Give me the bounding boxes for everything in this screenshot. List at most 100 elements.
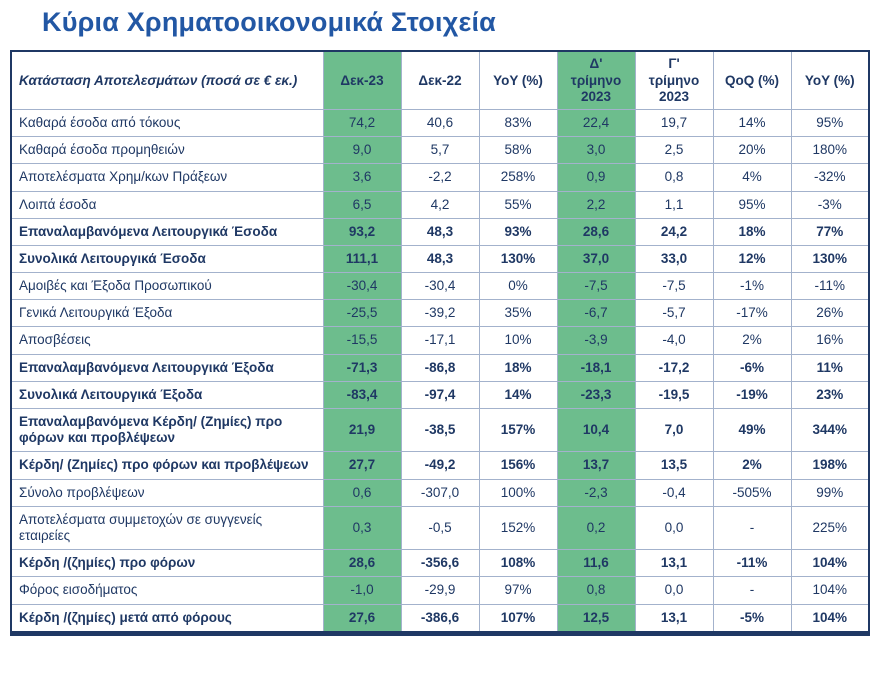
cell-q4-2023: -7,5 [556,272,636,301]
cell-yoy-quarter: 99% [790,478,870,507]
header-qoq: QoQ (%) [712,50,792,110]
table-row: Σύνολο προβλέψεων 0,6 -307,0 100% -2,3 -0,4 -5… [10,478,870,507]
cell-qoq: 2% [712,326,792,355]
cell-dec-22: -0,5 [400,505,480,551]
cell-qoq: -5% [712,603,792,634]
cell-q3-2023: -4,0 [634,326,714,355]
row-label: Καθαρά έσοδα από τόκους [10,108,324,138]
cell-q4-2023: 2,2 [556,190,636,219]
table-row: Αποσβέσεις -15,5 -17,1 10% -3,9 -4,0 2% 16% [10,326,870,355]
header-dec-23: Δεκ-23 [322,50,402,110]
cell-dec-23: -30,4 [322,272,402,301]
cell-dec-22: -97,4 [400,380,480,410]
cell-dec-23: -25,5 [322,299,402,328]
cell-yoy-annual: 35% [478,299,558,328]
cell-q3-2023: 33,0 [634,244,714,274]
row-label: Επαναλαμβανόμενα Λειτουργικά Έσοδα [10,217,324,246]
table-row: Καθαρά έσοδα προμηθειών 9,0 5,7 58% 3,0 2,5 20… [10,136,870,165]
cell-dec-23: 6,5 [322,190,402,219]
cell-yoy-annual: 10% [478,326,558,355]
cell-yoy-annual: 58% [478,136,558,165]
cell-qoq: -17% [712,299,792,328]
cell-dec-22: -29,9 [400,576,480,605]
cell-q3-2023: -5,7 [634,299,714,328]
row-label: Αποσβέσεις [10,326,324,355]
row-label: Συνολικά Λειτουργικά Έξοδα [10,380,324,410]
table-row: Επαναλαμβανόμενα Λειτουργικά Έξοδα -71,3-… [10,353,870,382]
cell-qoq: - [712,505,792,551]
table-header: Κατάσταση Αποτελεσμάτων (ποσά σε € εκ.) Δ… [10,50,870,110]
cell-dec-23: -1,0 [322,576,402,605]
cell-yoy-annual: 93% [478,217,558,246]
cell-q3-2023: -19,5 [634,380,714,410]
table-row: Συνολικά Λειτουργικά Έξοδα -83,4 -97,4 14% -… [10,380,870,410]
cell-dec-23: 93,2 [322,217,402,246]
cell-qoq: -1% [712,272,792,301]
cell-q4-2023: 0,2 [556,505,636,551]
cell-dec-23: 9,0 [322,136,402,165]
row-label: Σύνολο προβλέψεων [10,478,324,507]
cell-q4-2023: 11,6 [556,549,636,578]
cell-dec-23: 111,1 [322,244,402,274]
page: Κύρια Χρηματοοικονομικά Στοιχεία Κατάστα… [10,7,870,636]
cell-dec-22: 48,3 [400,244,480,274]
row-label: Κέρδη /(ζημίες) προ φόρων [10,549,324,578]
cell-qoq: -11% [712,549,792,578]
row-label: Γενικά Λειτουργικά Έξοδα [10,299,324,328]
cell-yoy-annual: 157% [478,408,558,453]
table-row: Φόρος εισοδήματος -1,0 -29,9 97% 0,8 0,0-104% [10,576,870,605]
cell-qoq: -505% [712,478,792,507]
cell-q3-2023: 2,5 [634,136,714,165]
cell-q4-2023: -23,3 [556,380,636,410]
header-yoy-quarter: YoY (%) [790,50,870,110]
cell-dec-22: -307,0 [400,478,480,507]
cell-yoy-annual: 18% [478,353,558,382]
cell-yoy-annual: 100% [478,478,558,507]
table-row: Καθαρά έσοδα από τόκους 74,2 40,6 83% 22,4 19… [10,108,870,138]
cell-q4-2023: 0,8 [556,576,636,605]
cell-q3-2023: -0,4 [634,478,714,507]
cell-yoy-annual: 152% [478,505,558,551]
header-yoy-annual: YoY (%) [478,50,558,110]
cell-q3-2023: 0,8 [634,163,714,192]
cell-q3-2023: 0,0 [634,576,714,605]
cell-dec-23: 0,6 [322,478,402,507]
cell-q4-2023: -18,1 [556,353,636,382]
cell-yoy-quarter: 16% [790,326,870,355]
table-row: Αποτελέσματα Χρημ/κων Πράξεων 3,6 -2,2 258%… [10,163,870,192]
cell-yoy-annual: 108% [478,549,558,578]
cell-dec-22: -86,8 [400,353,480,382]
cell-q3-2023: 13,1 [634,549,714,578]
cell-q4-2023: 37,0 [556,244,636,274]
cell-dec-22: 4,2 [400,190,480,219]
cell-dec-23: 27,6 [322,603,402,634]
cell-q3-2023: -7,5 [634,272,714,301]
row-label: Αποτελέσματα συμμετοχών σε συγγενείς ετα… [10,505,324,551]
table-body: Καθαρά έσοδα από τόκους 74,2 40,6 83% 22,4 19… [10,108,870,634]
cell-q4-2023: 28,6 [556,217,636,246]
header-q3-2023: Γ' τρίμηνο 2023 [634,50,714,110]
cell-q3-2023: 13,5 [634,451,714,480]
cell-q3-2023: 7,0 [634,408,714,453]
cell-qoq: 18% [712,217,792,246]
cell-dec-22: -30,4 [400,272,480,301]
cell-qoq: 20% [712,136,792,165]
cell-dec-22: 5,7 [400,136,480,165]
cell-qoq: -19% [712,380,792,410]
cell-q4-2023: 13,7 [556,451,636,480]
cell-q4-2023: -6,7 [556,299,636,328]
table-row: Γενικά Λειτουργικά Έξοδα -25,5 -39,2 35% -6,… [10,299,870,328]
cell-yoy-quarter: 104% [790,576,870,605]
cell-yoy-quarter: -32% [790,163,870,192]
cell-yoy-quarter: -3% [790,190,870,219]
cell-dec-22: 48,3 [400,217,480,246]
cell-yoy-quarter: 225% [790,505,870,551]
row-label: Φόρος εισοδήματος [10,576,324,605]
cell-yoy-annual: 97% [478,576,558,605]
table-row: Κέρδη/ (Ζημίες) προ φόρων και προβλέψεων… [10,451,870,480]
financial-table: Κατάσταση Αποτελεσμάτων (ποσά σε € εκ.) Δ… [10,50,870,636]
cell-yoy-quarter: 198% [790,451,870,480]
cell-yoy-annual: 83% [478,108,558,138]
cell-dec-23: -83,4 [322,380,402,410]
row-label: Αποτελέσματα Χρημ/κων Πράξεων [10,163,324,192]
